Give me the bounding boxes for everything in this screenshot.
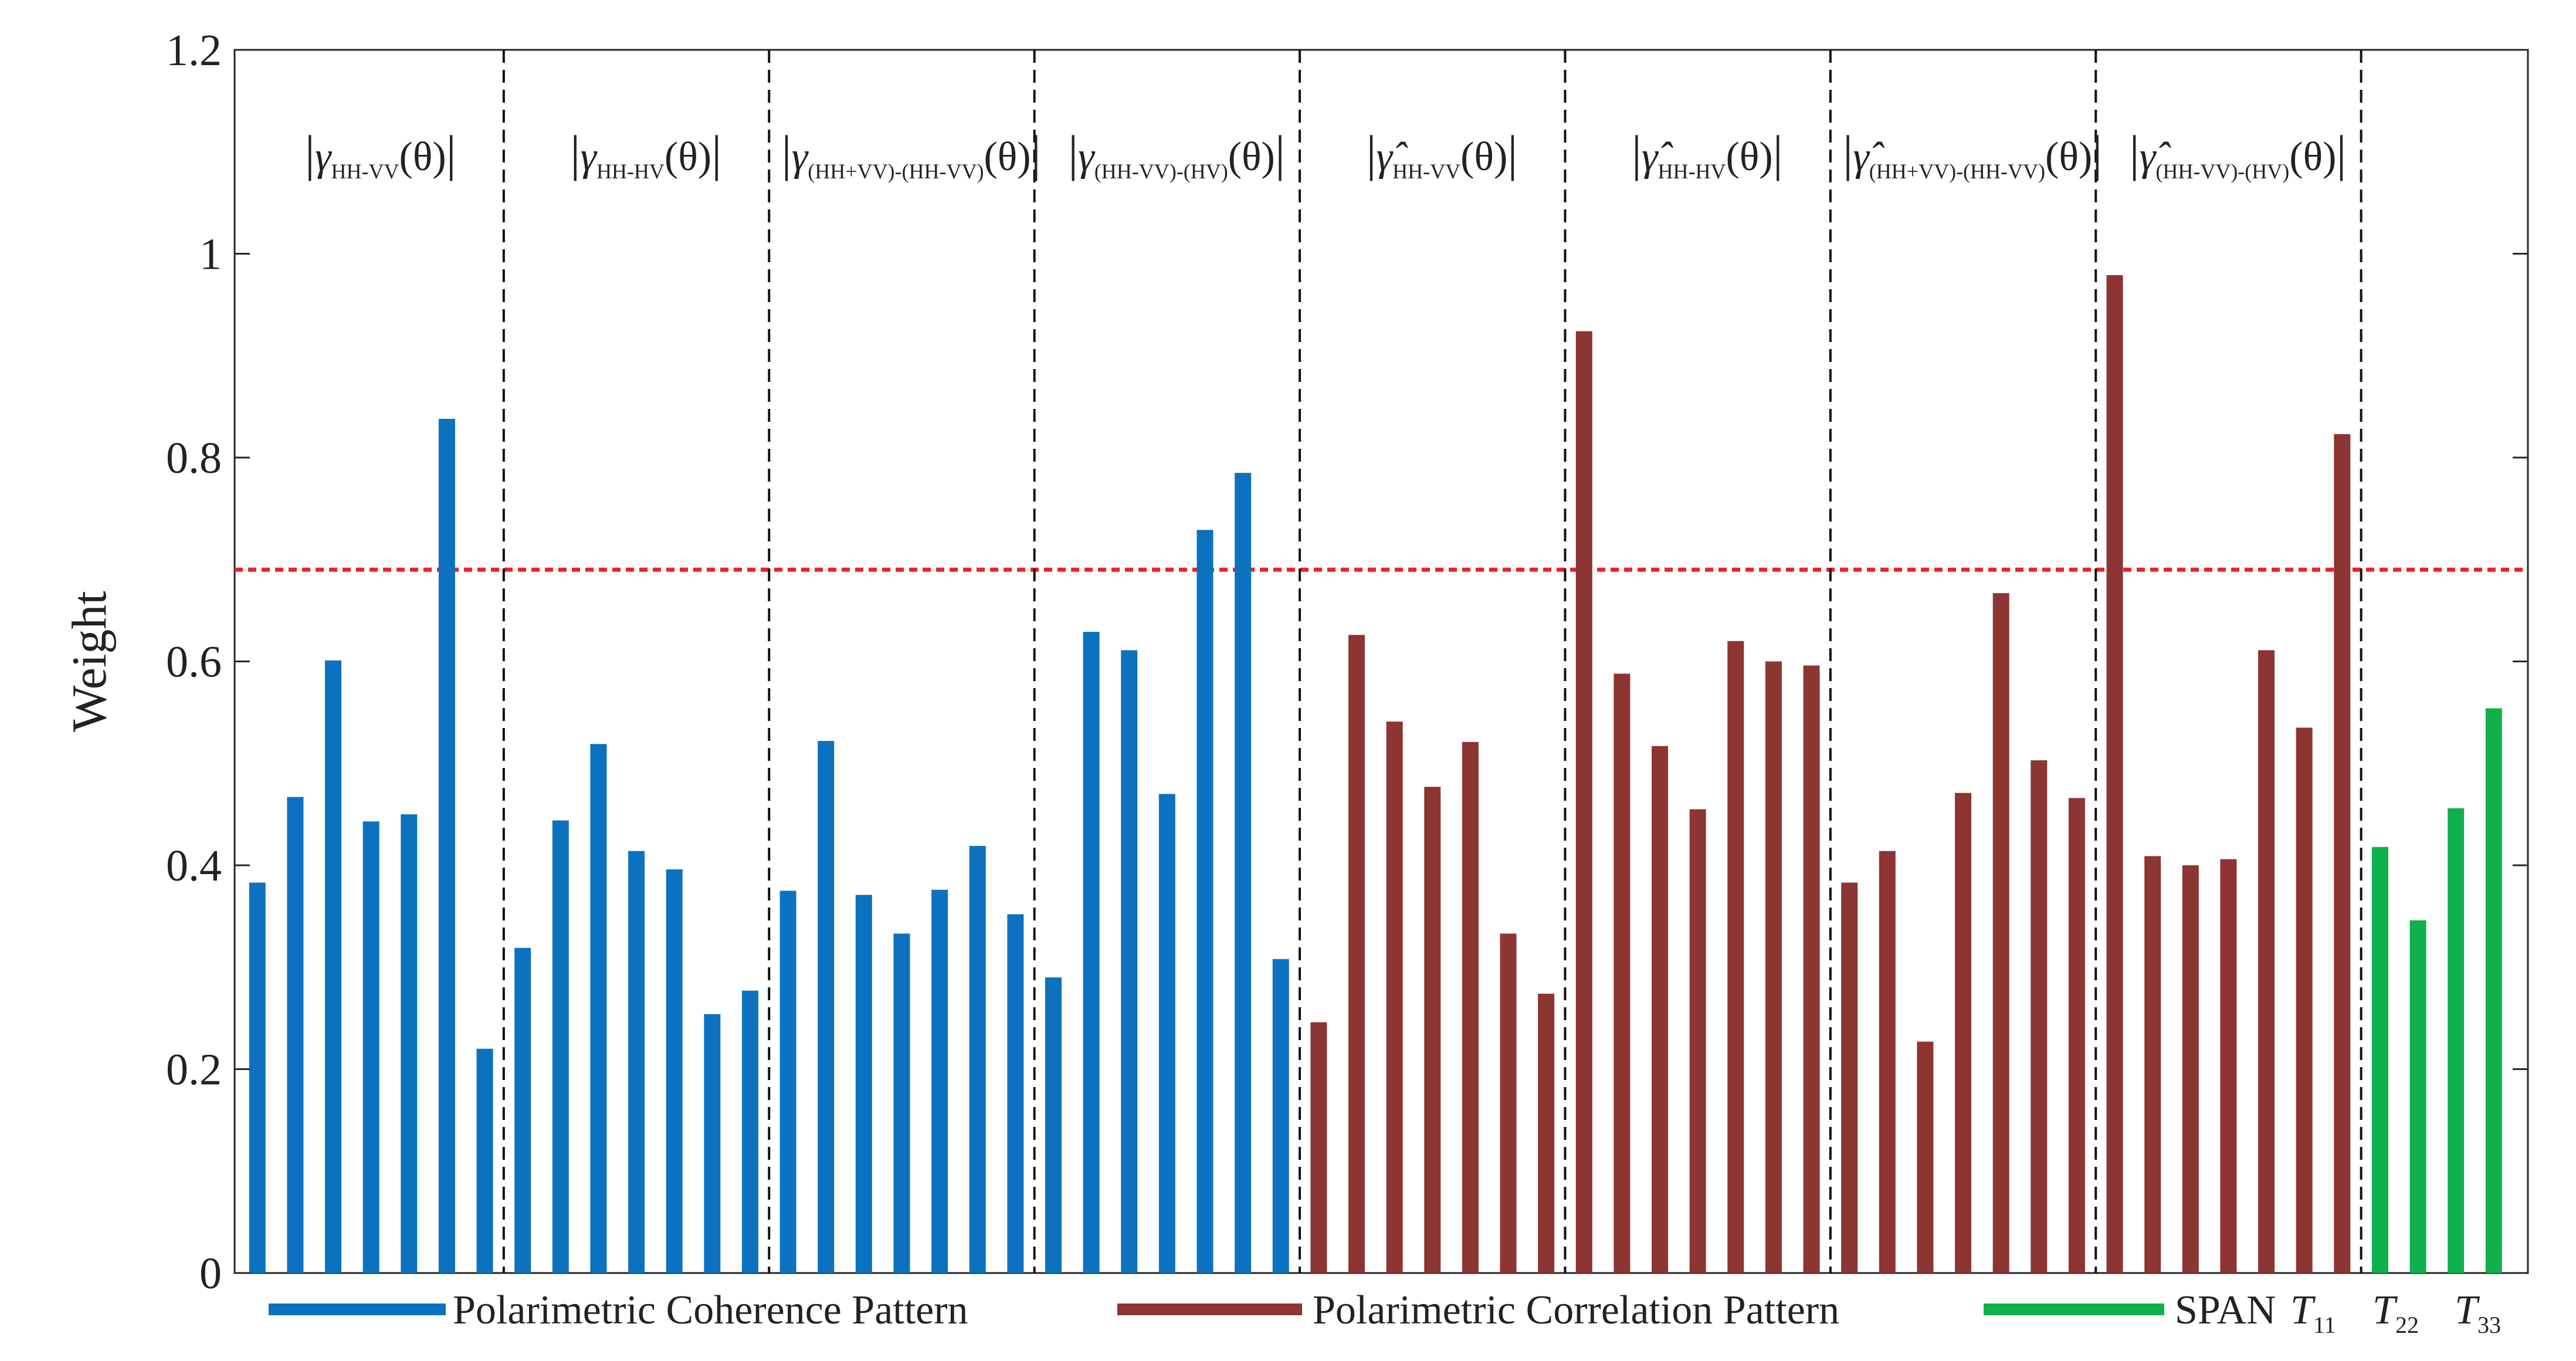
bar-coherence-g4-4 xyxy=(1158,794,1175,1273)
bar-correlation-g7-7 xyxy=(2068,798,2085,1273)
bar-coherence-g2-7 xyxy=(741,990,758,1273)
bar-coherence-g3-3 xyxy=(855,895,872,1273)
bar-coherence-g2-2 xyxy=(552,820,569,1273)
bar-coherence-g1-5 xyxy=(401,814,418,1273)
bar-correlation-g6-1 xyxy=(1575,331,1592,1273)
y-axis: 0 0.2 0.4 0.6 0.8 1 1.2 Weight xyxy=(62,26,2528,1298)
bar-coherence-g2-1 xyxy=(514,947,531,1273)
y-tick-label: 0.6 xyxy=(166,638,222,687)
bar-correlation-g8-3 xyxy=(2182,865,2199,1273)
bar-correlation-g6-3 xyxy=(1652,746,1669,1273)
bar-correlation-g7-2 xyxy=(1879,851,1896,1273)
group-label-8: |γ̂(HH-VV)-(HV)(θ)| xyxy=(2130,125,2347,183)
bar-correlation-g7-3 xyxy=(1917,1041,1934,1273)
bar-correlation-g5-5 xyxy=(1462,742,1479,1273)
bar-correlation-g7-4 xyxy=(1955,793,1972,1273)
group-label-6: |γ̂HH-HV(θ)| xyxy=(1632,125,1783,183)
y-tick-label: 0 xyxy=(199,1249,222,1298)
bar-correlation-g6-4 xyxy=(1689,809,1706,1273)
y-tick-label: 1.2 xyxy=(166,26,222,75)
bar-coherence-g3-7 xyxy=(1007,914,1024,1273)
bar-coherence-g2-6 xyxy=(704,1014,721,1273)
bar-correlation-g5-6 xyxy=(1500,933,1517,1273)
group-labels: |γHH-VV(θ)| |γHH-HV(θ)| |γ(HH+VV)-(HH-VV)(… xyxy=(305,125,2347,183)
bar-coherence-g1-7 xyxy=(476,1048,493,1273)
bar-span-g9-4 xyxy=(2485,708,2502,1273)
bar-coherence-g3-2 xyxy=(818,741,835,1273)
group-separators xyxy=(502,50,2363,1273)
group-label-1: |γHH-VV(θ)| xyxy=(305,125,456,183)
bar-correlation-g6-7 xyxy=(1803,665,1820,1273)
bar-correlation-g6-2 xyxy=(1614,673,1631,1273)
bar-coherence-g3-1 xyxy=(779,891,796,1273)
bar-correlation-g7-1 xyxy=(1841,882,1858,1273)
bar-coherence-g4-2 xyxy=(1083,632,1100,1273)
bar-coherence-g4-5 xyxy=(1197,530,1214,1273)
bar-coherence-g4-7 xyxy=(1272,959,1289,1273)
bar-correlation-g8-1 xyxy=(2106,275,2123,1273)
y-tick-label: 0.2 xyxy=(166,1045,222,1095)
legend-label-correlation: Polarimetric Correlation Pattern xyxy=(1313,1288,1839,1333)
bar-correlation-g5-3 xyxy=(1386,722,1403,1273)
bar-correlation-g8-2 xyxy=(2144,856,2161,1273)
bar-coherence-g2-3 xyxy=(590,744,607,1273)
bar-coherence-g3-5 xyxy=(931,889,948,1273)
bar-coherence-g2-5 xyxy=(666,869,683,1273)
bar-correlation-g7-6 xyxy=(2031,760,2048,1273)
legend-label-coherence: Polarimetric Coherence Pattern xyxy=(453,1288,968,1333)
bar-correlation-g7-5 xyxy=(1992,593,2009,1273)
bar-coherence-g1-6 xyxy=(438,418,455,1273)
bar-coherence-g4-1 xyxy=(1045,977,1062,1273)
bar-coherence-g4-6 xyxy=(1235,473,1252,1273)
y-tick-label: 1 xyxy=(199,230,222,279)
group-label-5: |γ̂HH-VV(θ)| xyxy=(1366,125,1517,183)
legend-label-span: SPAN xyxy=(2175,1288,2276,1333)
bar-span-g9-2 xyxy=(2409,920,2426,1273)
legend: Polarimetric Coherence Pattern Polarimetr… xyxy=(269,1288,2501,1338)
bar-coherence-g3-4 xyxy=(893,933,910,1273)
bar-correlation-g8-7 xyxy=(2334,434,2351,1273)
bar-coherence-g1-3 xyxy=(325,660,342,1273)
bar-coherence-g1-1 xyxy=(249,882,266,1273)
bar-coherence-g4-3 xyxy=(1121,650,1138,1273)
y-tick-label: 0.8 xyxy=(166,434,222,483)
bar-coherence-g1-4 xyxy=(362,821,379,1273)
group-label-3: |γ(HH+VV)-(HH-VV)(θ)| xyxy=(781,125,1040,183)
legend-term-22: T22 xyxy=(2372,1288,2419,1338)
bar-correlation-g8-6 xyxy=(2296,727,2313,1273)
y-axis-label: Weight xyxy=(62,591,117,732)
bar-correlation-g5-1 xyxy=(1310,1022,1327,1273)
bar-coherence-g2-4 xyxy=(628,851,645,1273)
bar-correlation-g6-5 xyxy=(1727,641,1744,1273)
bar-coherence-g1-2 xyxy=(287,797,304,1273)
bar-correlation-g6-6 xyxy=(1765,661,1782,1273)
bar-correlation-g5-2 xyxy=(1348,635,1365,1273)
group-label-2: |γHH-HV(θ)| xyxy=(570,125,721,183)
bar-correlation-g5-4 xyxy=(1424,787,1441,1273)
bar-correlation-g5-7 xyxy=(1538,993,1555,1273)
group-label-4: |γ(HH-VV)-(HV)(θ)| xyxy=(1068,125,1285,183)
bar-coherence-g3-6 xyxy=(969,845,986,1273)
y-tick-label: 0.4 xyxy=(166,841,222,891)
bar-correlation-g8-4 xyxy=(2220,859,2237,1273)
bar-span-g9-1 xyxy=(2371,847,2388,1273)
group-label-7: |γ̂(HH+VV)-(HH-VV)(θ)| xyxy=(1843,125,2102,183)
legend-term-11: T11 xyxy=(2290,1288,2336,1338)
bars-layer xyxy=(249,275,2502,1273)
legend-term-33: T33 xyxy=(2455,1288,2501,1338)
bar-correlation-g8-5 xyxy=(2258,650,2275,1273)
bar-span-g9-3 xyxy=(2448,808,2465,1273)
